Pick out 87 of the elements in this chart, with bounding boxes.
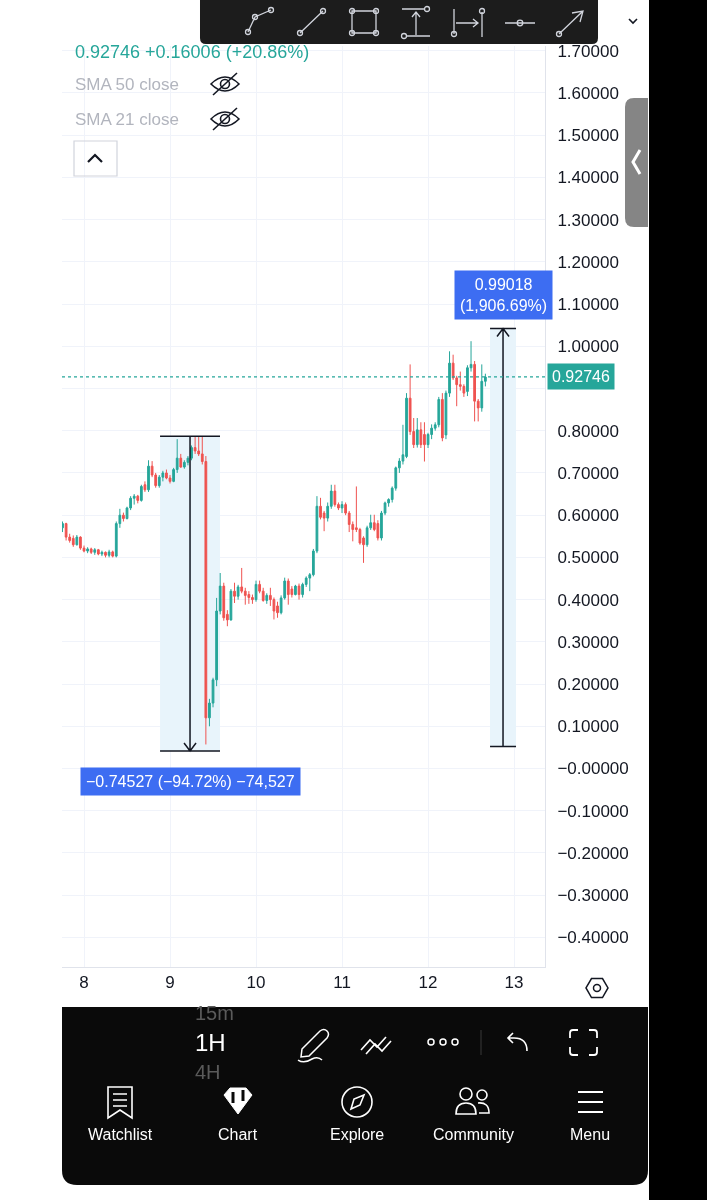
- y-tick-label: 0.30000: [557, 632, 619, 652]
- ref-line-label: 0.92746: [552, 368, 610, 385]
- candlestick: [79, 535, 82, 551]
- candlestick: [254, 580, 258, 603]
- candlestick: [157, 474, 161, 489]
- candlestick: [111, 551, 115, 558]
- candlestick: [222, 582, 226, 622]
- y-tick-label: 1.30000: [557, 210, 619, 230]
- y-tick-label: 0.40000: [557, 590, 619, 610]
- candlestick: [473, 360, 476, 422]
- candlestick: [96, 549, 100, 556]
- candlestick: [236, 584, 240, 601]
- candlestick: [294, 584, 297, 596]
- candlestick: [132, 493, 136, 506]
- text: Community: [433, 1126, 514, 1143]
- y-tick-label: 0.60000: [557, 506, 619, 526]
- candlestick: [437, 396, 441, 428]
- candlestick: [376, 519, 380, 541]
- y-tick-label: 1.60000: [557, 83, 619, 103]
- y-tick-label: 0.50000: [557, 548, 619, 568]
- x-tick-label: 9: [165, 973, 175, 993]
- y-tick-label: 1.70000: [557, 41, 619, 61]
- annotation: SMA 50 close: [75, 75, 179, 94]
- candlestick: [193, 435, 197, 455]
- candlestick: [333, 484, 337, 508]
- candlestick: [440, 392, 444, 442]
- candlestick: [233, 582, 236, 604]
- candlestick: [179, 453, 183, 469]
- candlestick: [75, 534, 79, 547]
- x-tick-label: 12: [418, 973, 438, 993]
- y-tick-label: −0.40000: [557, 928, 629, 948]
- candlestick: [423, 421, 426, 463]
- candlestick: [62, 520, 64, 533]
- candlestick: [229, 588, 233, 622]
- y-tick-label: −0.30000: [557, 886, 629, 906]
- data-label: −0.74527 (−94.72%) −74,527: [86, 773, 295, 790]
- y-tick-label: 1.50000: [557, 126, 619, 146]
- candlestick: [251, 594, 254, 605]
- candlestick: [104, 551, 107, 558]
- y-tick-label: 0.80000: [557, 421, 619, 441]
- y-tick-label: 0.20000: [557, 675, 619, 695]
- candlestick: [136, 495, 140, 504]
- y-tick-label: 0.10000: [557, 717, 619, 737]
- y-tick-label: −0.10000: [557, 801, 629, 821]
- candlestick: [86, 546, 89, 554]
- candlestick: [168, 474, 172, 484]
- y-tick-label: −0.20000: [557, 843, 629, 863]
- candlestick: [340, 500, 344, 514]
- data-label: 0.99018 (1,906.69%): [460, 276, 548, 314]
- y-tick-label: −0.00000: [557, 759, 629, 779]
- text: 15m: [195, 1002, 234, 1024]
- candlestick: [286, 578, 290, 606]
- candlestick: [415, 417, 419, 449]
- candlestick: [247, 590, 251, 605]
- candlestick: [100, 550, 104, 557]
- candlestick: [265, 592, 269, 605]
- annotation: 0.92746 +0.16006 (+20.86%): [75, 42, 310, 62]
- x-tick-label: 10: [246, 973, 266, 993]
- y-tick-label: 1.20000: [557, 252, 619, 272]
- y-tick-label: 1.40000: [557, 168, 619, 188]
- candlestick: [165, 469, 168, 480]
- text: Explore: [330, 1126, 385, 1143]
- candlestick: [276, 601, 279, 619]
- candlestick: [186, 455, 190, 466]
- annotation: SMA 21 close: [75, 110, 179, 129]
- candlestick: [297, 583, 301, 601]
- candlestick: [182, 459, 186, 470]
- candlestick: [93, 547, 97, 556]
- candlestick: [71, 534, 75, 548]
- text: Watchlist: [88, 1126, 153, 1143]
- text: Chart: [218, 1126, 258, 1143]
- y-tick-label: 1.00000: [557, 337, 619, 357]
- x-tick-label: 11: [333, 973, 351, 993]
- candlestick: [139, 484, 143, 503]
- x-tick-label: 13: [504, 973, 524, 993]
- x-tick-label: 8: [79, 973, 89, 993]
- candlestick: [64, 522, 68, 541]
- text: 4H: [195, 1061, 221, 1083]
- candlestick: [107, 549, 111, 558]
- candlestick: [147, 459, 150, 493]
- text: 1H: [195, 1029, 226, 1056]
- y-tick-label: 0.70000: [557, 463, 619, 483]
- text: Menu: [570, 1126, 611, 1143]
- candlestick: [89, 548, 93, 555]
- y-tick-label: 1.10000: [557, 294, 619, 314]
- candlestick: [143, 480, 147, 493]
- candlestick: [122, 512, 125, 522]
